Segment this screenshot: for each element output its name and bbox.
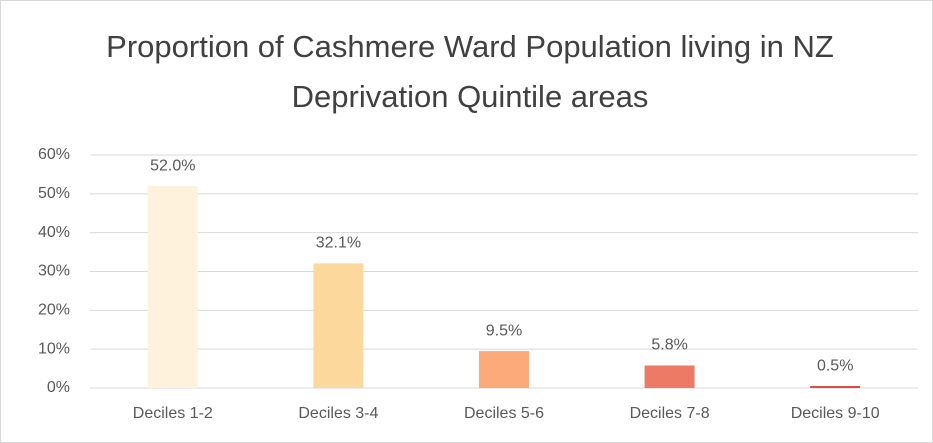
x-tick-label: Deciles 7-8 — [630, 405, 710, 422]
y-tick-label: 0% — [47, 379, 70, 396]
data-label: 52.0% — [150, 157, 195, 174]
x-tick-label: Deciles 9-10 — [791, 405, 880, 422]
data-label: 9.5% — [486, 322, 522, 339]
data-label: 0.5% — [817, 357, 853, 374]
data-label: 5.8% — [651, 337, 687, 354]
chart-title: Proportion of Cashmere Ward Population l… — [106, 29, 834, 114]
bar — [313, 263, 364, 388]
y-tick-label: 40% — [38, 224, 70, 241]
y-tick-label: 20% — [38, 302, 70, 319]
data-label: 32.1% — [316, 235, 361, 252]
bar — [644, 365, 695, 388]
y-tick-label: 60% — [38, 146, 70, 163]
bar — [479, 351, 529, 388]
bar — [147, 186, 198, 388]
y-tick-label: 30% — [38, 263, 70, 280]
x-tick-label: Deciles 1-2 — [133, 405, 213, 422]
y-tick-label: 50% — [38, 185, 70, 202]
y-tick-label: 10% — [38, 340, 70, 357]
x-tick-label: Deciles 5-6 — [464, 405, 544, 422]
bar — [810, 386, 861, 388]
x-tick-label: Deciles 3-4 — [298, 405, 378, 422]
